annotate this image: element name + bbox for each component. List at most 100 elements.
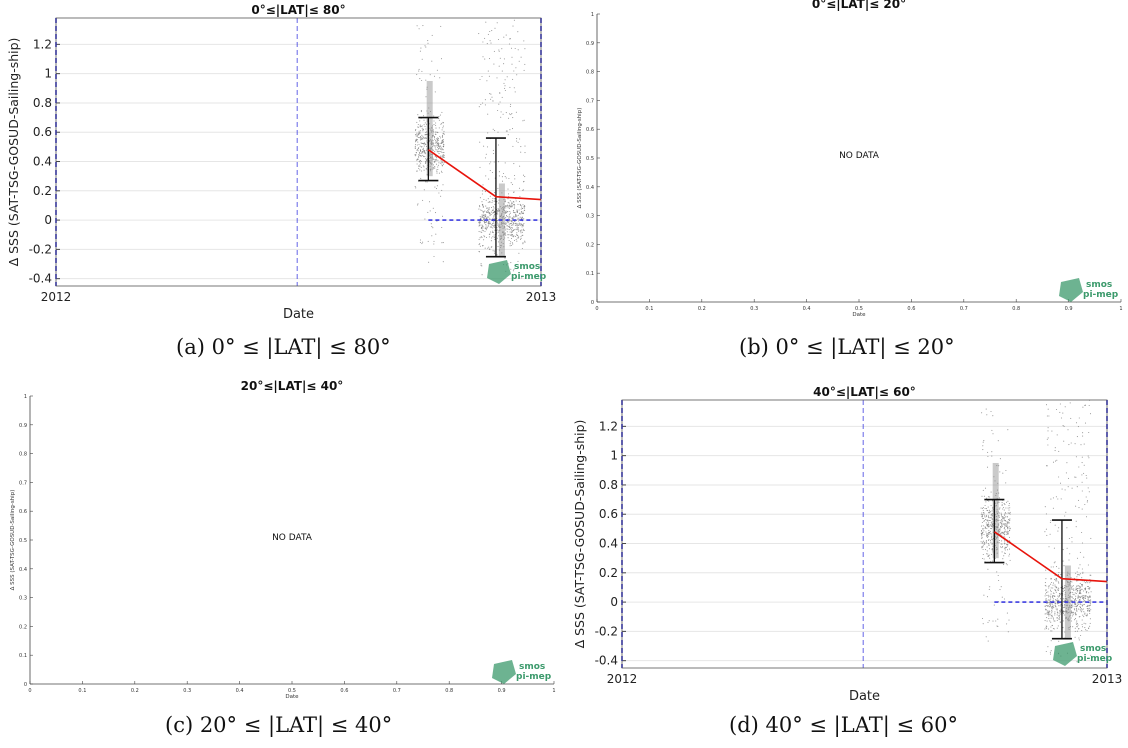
data-point	[1085, 595, 1087, 597]
data-point	[1090, 600, 1092, 602]
data-point	[1083, 595, 1086, 597]
data-point	[1070, 580, 1072, 583]
data-point	[506, 205, 508, 207]
y-tick-label: 0.2	[33, 184, 52, 198]
data-point	[1003, 543, 1005, 545]
data-point	[1067, 572, 1069, 575]
data-point	[1078, 600, 1080, 602]
data-point	[1047, 430, 1049, 432]
data-point	[1005, 501, 1008, 503]
data-point	[485, 217, 487, 219]
data-point	[504, 87, 506, 89]
data-point	[499, 209, 501, 211]
data-point	[1076, 587, 1078, 590]
data-point	[492, 217, 494, 219]
data-point	[484, 99, 486, 101]
data-point	[419, 137, 421, 139]
data-point	[983, 558, 985, 560]
logo-text-smos: smos	[519, 662, 545, 672]
data-point-density	[426, 80, 433, 177]
data-point	[505, 234, 507, 236]
data-point	[1075, 610, 1077, 612]
data-point	[487, 198, 489, 200]
data-point	[481, 236, 483, 238]
data-point	[1054, 584, 1056, 586]
data-point	[1055, 496, 1057, 498]
data-point	[509, 231, 511, 233]
data-point	[511, 204, 513, 206]
data-point	[492, 222, 494, 224]
data-point	[433, 115, 435, 117]
data-point	[479, 215, 481, 218]
data-point	[511, 235, 513, 237]
data-point	[433, 240, 435, 242]
x-tick-label: 0.4	[803, 306, 811, 312]
data-point	[1076, 622, 1079, 624]
data-point	[1076, 576, 1078, 578]
data-point	[1075, 456, 1077, 458]
data-point	[512, 217, 514, 219]
data-point	[482, 102, 484, 104]
data-point	[1069, 582, 1071, 584]
data-point	[425, 143, 427, 146]
data-point	[1086, 615, 1088, 617]
data-point	[1066, 580, 1068, 582]
data-point	[482, 205, 484, 207]
data-point	[488, 236, 490, 238]
data-point	[1001, 525, 1004, 527]
data-point	[428, 154, 430, 156]
data-point	[1077, 587, 1079, 589]
data-point	[432, 140, 434, 142]
data-point	[994, 523, 996, 525]
y-tick-label: 1.2	[599, 419, 618, 433]
data-point	[496, 210, 498, 212]
data-point	[510, 268, 512, 270]
data-point	[500, 241, 502, 243]
data-point	[489, 93, 491, 95]
data-point	[982, 623, 984, 625]
data-point	[432, 125, 434, 127]
y-tick-label: 0.7	[19, 480, 27, 486]
data-point	[497, 207, 499, 210]
chart-title: 20°≤|LAT|≤ 40°	[241, 379, 344, 393]
x-tick-label: 0.8	[445, 688, 453, 694]
data-point	[1090, 591, 1092, 593]
data-point	[419, 78, 421, 80]
data-point	[503, 36, 505, 38]
data-point	[1077, 601, 1079, 603]
data-point	[506, 231, 508, 233]
data-point	[514, 212, 516, 214]
logo-text-pimep: pi-mep	[1077, 654, 1113, 664]
data-point	[507, 117, 510, 119]
data-point	[980, 533, 983, 535]
data-point	[430, 142, 432, 144]
data-point	[1062, 627, 1064, 629]
data-point	[1071, 588, 1073, 590]
data-point	[982, 545, 984, 547]
data-point	[419, 169, 421, 171]
data-point	[487, 113, 489, 115]
data-point	[507, 193, 510, 195]
data-point	[1005, 547, 1007, 549]
data-point	[983, 519, 985, 522]
data-point	[501, 208, 503, 210]
data-point	[1047, 646, 1049, 648]
data-point	[509, 200, 511, 202]
data-point	[428, 140, 430, 142]
data-point	[417, 114, 419, 116]
data-point	[489, 30, 491, 33]
data-point	[426, 120, 428, 122]
data-point	[1067, 609, 1069, 611]
data-point	[1008, 509, 1010, 511]
data-point	[1079, 564, 1081, 566]
data-point	[511, 221, 513, 223]
data-point	[493, 153, 495, 155]
data-point	[483, 211, 485, 213]
data-point	[1067, 619, 1069, 621]
data-point	[992, 508, 994, 510]
data-point	[520, 217, 522, 219]
data-point	[432, 164, 434, 166]
data-point	[437, 159, 439, 161]
data-point	[426, 110, 428, 112]
data-point	[417, 123, 419, 126]
